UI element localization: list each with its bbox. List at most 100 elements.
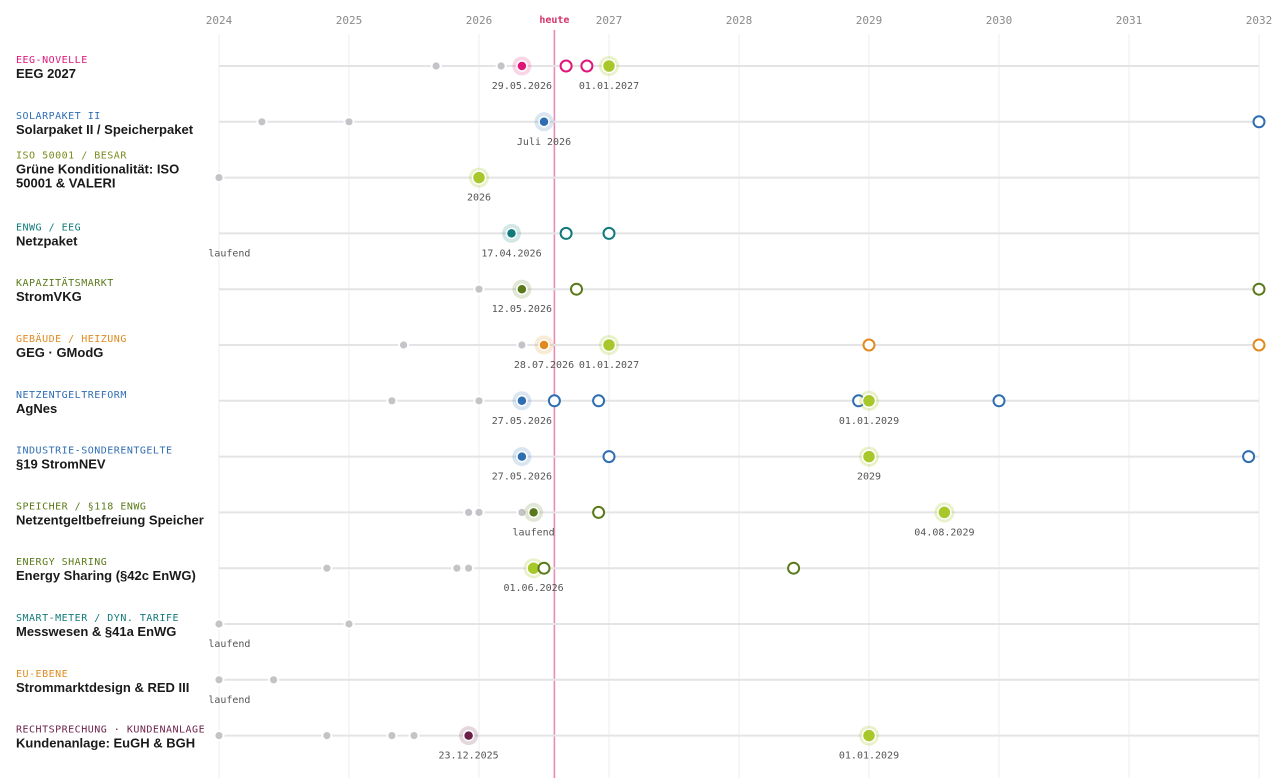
tick-label-2032: 2032	[1246, 14, 1273, 27]
future-point[interactable]	[570, 282, 583, 296]
point-label: laufend	[208, 639, 250, 650]
past-point[interactable]	[214, 730, 224, 741]
past-point[interactable]	[474, 507, 484, 518]
past-point[interactable]	[344, 117, 354, 127]
past-point[interactable]	[517, 340, 527, 350]
row-title: EEG 2027	[16, 66, 76, 81]
future-point[interactable]	[1252, 115, 1266, 129]
row-category: NETZENTGELTREFORM	[16, 390, 127, 401]
row-title: Netzentgeltbefreiung Speicher	[16, 512, 204, 527]
row-category: EU-EBENE	[16, 669, 68, 680]
year-gridlines	[218, 34, 1260, 778]
milestone-point[interactable]	[601, 58, 617, 74]
past-point[interactable]	[463, 507, 474, 518]
row-category: EEG-NOVELLE	[16, 55, 88, 66]
point-label: Juli 2026	[517, 137, 571, 148]
row-title: Kundenanlage: EuGH & BGH	[16, 736, 195, 751]
future-point[interactable]	[547, 394, 561, 408]
future-point[interactable]	[1242, 450, 1256, 464]
current-point[interactable]	[538, 339, 550, 351]
milestone-point[interactable]	[601, 337, 617, 353]
future-point[interactable]	[602, 450, 616, 464]
past-point[interactable]	[431, 61, 441, 71]
past-point[interactable]	[344, 619, 354, 629]
current-point[interactable]	[516, 450, 528, 463]
milestone-point[interactable]	[861, 449, 877, 464]
milestone-point[interactable]	[861, 393, 877, 409]
current-point[interactable]	[538, 116, 550, 128]
milestone-point[interactable]	[861, 728, 877, 743]
past-point[interactable]	[409, 730, 419, 741]
current-point[interactable]	[505, 227, 518, 240]
past-point[interactable]	[214, 619, 224, 629]
past-point[interactable]	[496, 61, 506, 71]
point-label: 28.07.2026	[514, 360, 574, 371]
future-point[interactable]	[1252, 338, 1266, 352]
future-point[interactable]	[580, 59, 594, 73]
milestone-point[interactable]	[471, 170, 487, 185]
point-label: 01.06.2026	[503, 583, 563, 594]
row-title: §19 StromNEV	[16, 457, 106, 472]
past-point[interactable]	[452, 563, 462, 573]
current-point[interactable]	[527, 506, 540, 519]
point-label: 27.05.2026	[492, 472, 552, 483]
point-label: laufend	[208, 695, 250, 706]
point-label: laufend	[513, 527, 555, 538]
tick-label-2028: 2028	[726, 14, 753, 27]
past-point[interactable]	[268, 674, 279, 685]
future-point[interactable]	[592, 505, 606, 519]
tick-label-2024: 2024	[206, 14, 233, 27]
row-title: Messwesen & §41a EnWG	[16, 624, 176, 639]
past-point[interactable]	[517, 507, 527, 518]
current-point[interactable]	[516, 60, 528, 72]
current-point[interactable]	[462, 729, 475, 742]
point-label: 2026	[467, 193, 491, 204]
current-point[interactable]	[516, 283, 528, 295]
tick-label-2029: 2029	[856, 14, 883, 27]
row-category: RECHTSPRECHUNG · KUNDENANLAGE	[16, 725, 205, 736]
row-category: SPEICHER / §118 ENWG	[16, 501, 146, 512]
row-title: AgNes	[16, 401, 57, 416]
future-point[interactable]	[862, 338, 876, 352]
row-category: SOLARPAKET II	[16, 111, 101, 122]
future-point[interactable]	[537, 561, 551, 575]
point-label: 01.01.2027	[579, 360, 639, 371]
past-point[interactable]	[398, 340, 409, 350]
point-label: 12.05.2026	[492, 304, 552, 315]
row-title: Grüne Konditionalität: ISO	[16, 162, 179, 177]
past-point[interactable]	[474, 284, 484, 294]
future-point[interactable]	[1252, 282, 1266, 296]
future-point[interactable]	[602, 226, 616, 240]
past-point[interactable]	[322, 563, 332, 573]
current-point[interactable]	[516, 395, 528, 407]
year-axis: 2024 2025 2026 2027 2028 2029 2030 2031 2032	[206, 14, 1273, 27]
past-point[interactable]	[387, 730, 397, 741]
milestone-point[interactable]	[937, 505, 952, 520]
past-point[interactable]	[214, 674, 224, 685]
future-point[interactable]	[992, 394, 1006, 408]
future-point[interactable]	[592, 394, 606, 408]
past-point[interactable]	[474, 395, 484, 406]
future-point[interactable]	[559, 59, 573, 73]
past-point[interactable]	[214, 172, 224, 183]
past-point[interactable]	[463, 563, 474, 573]
past-point[interactable]	[322, 730, 332, 741]
row-title: 50001 & VALERI	[16, 176, 115, 191]
future-point[interactable]	[559, 226, 573, 240]
point-label: 01.01.2029	[839, 751, 899, 762]
past-point[interactable]	[257, 117, 267, 127]
future-point[interactable]	[787, 561, 801, 575]
row-category: KAPAZITÄTSMARKT	[16, 276, 114, 289]
past-point[interactable]	[387, 395, 397, 406]
row-title: StromVKG	[16, 289, 82, 304]
today-label: heute	[539, 15, 569, 26]
tick-label-2031: 2031	[1116, 14, 1143, 27]
